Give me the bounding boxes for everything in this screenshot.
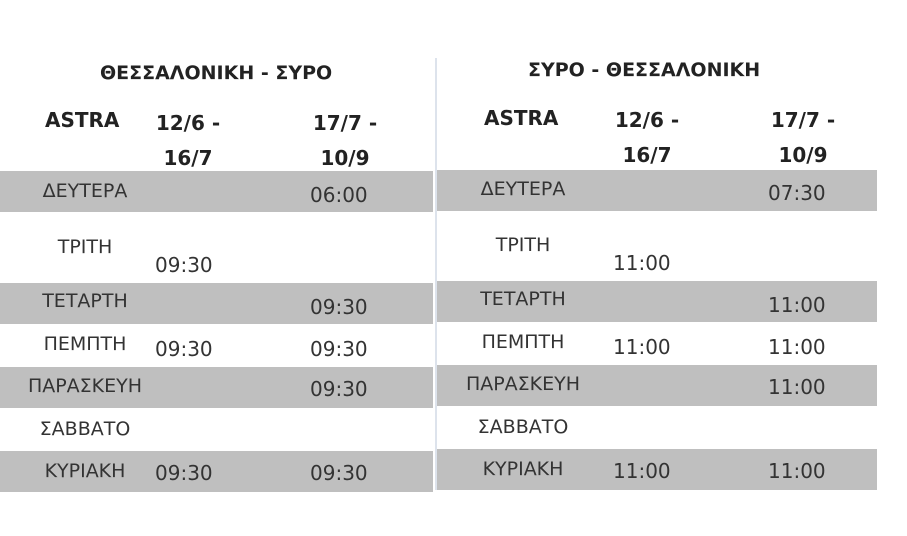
- time-period2: 06:00: [310, 183, 368, 207]
- time-period1: 11:00: [613, 335, 671, 359]
- left-operator: ASTRA: [45, 108, 120, 132]
- right-operator: ASTRA: [484, 106, 559, 130]
- right-period2-end: 10/9: [778, 143, 828, 167]
- right-period1-end: 16/7: [622, 143, 672, 167]
- time-period2: 09:30: [310, 461, 368, 485]
- day-label: ΚΥΡΙΑΚΗ: [44, 460, 126, 482]
- row-shade: [437, 365, 877, 406]
- row-shade: [0, 283, 433, 324]
- row-shade: [0, 171, 433, 212]
- time-period1: 11:00: [613, 459, 671, 483]
- time-period2: 11:00: [768, 293, 826, 317]
- time-period2: 11:00: [768, 459, 826, 483]
- row-shade: [0, 451, 433, 492]
- day-label: ΤΕΤΑΡΤΗ: [42, 290, 128, 312]
- time-period1: 09:30: [155, 337, 213, 361]
- row-shade: [437, 170, 877, 211]
- day-label: ΠΕΜΠΤΗ: [43, 333, 127, 355]
- time-period2: 11:00: [768, 375, 826, 399]
- day-label: ΔΕΥΤΕΡΑ: [480, 178, 566, 200]
- row-shade: [437, 281, 877, 322]
- day-label: ΔΕΥΤΕΡΑ: [42, 180, 128, 202]
- day-label: ΠΑΡΑΣΚΕΥΗ: [465, 373, 581, 395]
- left-period2-end: 10/9: [320, 146, 370, 170]
- row-shade: [437, 449, 877, 490]
- day-label: ΠΑΡΑΣΚΕΥΗ: [27, 375, 143, 397]
- left-period2-start: 17/7 -: [312, 111, 378, 135]
- time-period2: 11:00: [768, 335, 826, 359]
- table-divider: [435, 58, 437, 490]
- time-period1: 09:30: [155, 461, 213, 485]
- day-label: ΠΕΜΠΤΗ: [481, 331, 565, 353]
- day-label: ΤΡΙΤΗ: [495, 234, 551, 256]
- time-period2: 09:30: [310, 377, 368, 401]
- right-route-title: ΣΥΡΟ - ΘΕΣΣΑΛΟΝΙΚΗ: [528, 59, 761, 81]
- row-shade: [0, 367, 433, 408]
- time-period2: 07:30: [768, 181, 826, 205]
- right-period2-start: 17/7 -: [770, 108, 836, 132]
- left-period1-start: 12/6 -: [155, 111, 221, 135]
- time-period1: 11:00: [613, 251, 671, 275]
- right-period1-start: 12/6 -: [614, 108, 680, 132]
- day-label: ΚΥΡΙΑΚΗ: [482, 458, 564, 480]
- time-period2: 09:30: [310, 337, 368, 361]
- time-period1: 09:30: [155, 253, 213, 277]
- time-period2: 09:30: [310, 295, 368, 319]
- day-label: ΤΕΤΑΡΤΗ: [480, 288, 566, 310]
- day-label: ΣΑΒΒΑΤΟ: [477, 416, 569, 438]
- day-label: ΤΡΙΤΗ: [57, 236, 113, 258]
- left-period1-end: 16/7: [163, 146, 213, 170]
- day-label: ΣΑΒΒΑΤΟ: [39, 418, 131, 440]
- left-route-title: ΘΕΣΣΑΛΟΝΙΚΗ - ΣΥΡΟ: [100, 62, 333, 84]
